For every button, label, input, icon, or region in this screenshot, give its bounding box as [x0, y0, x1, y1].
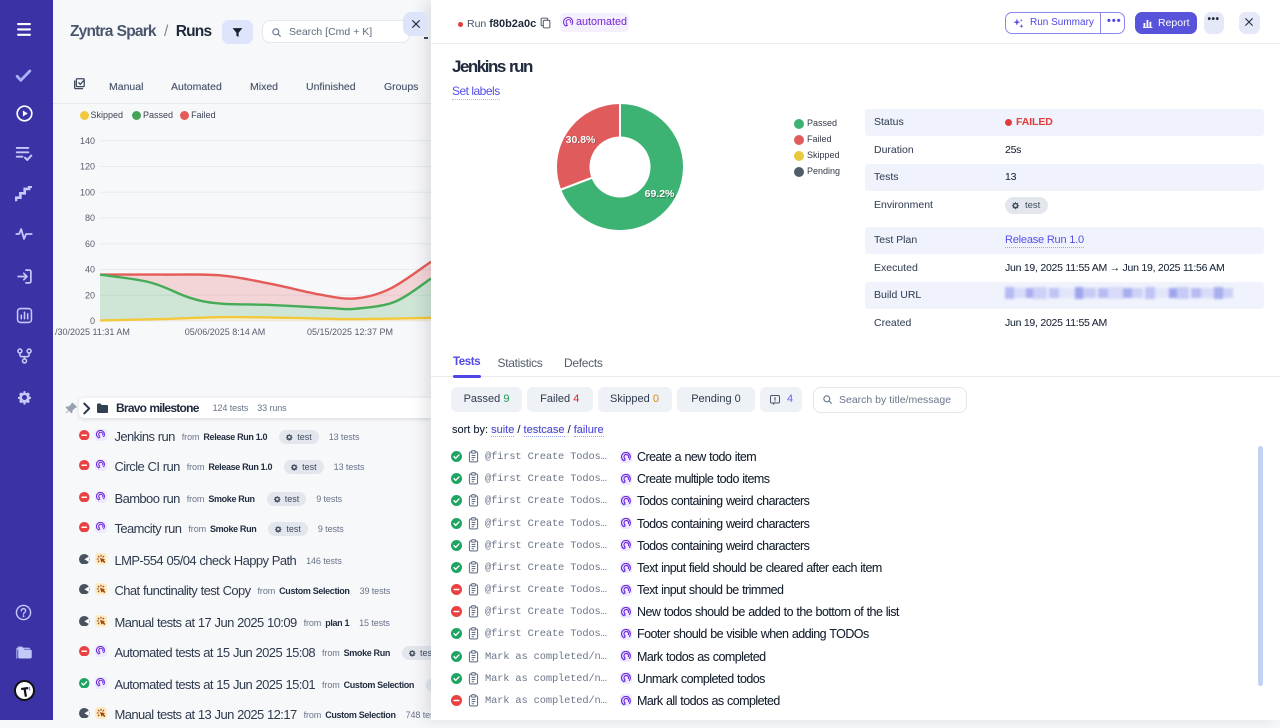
- svg-text:60: 60: [85, 239, 95, 249]
- svg-text:140: 140: [80, 136, 95, 146]
- svg-text:40: 40: [85, 265, 95, 275]
- svg-text:20: 20: [85, 290, 95, 300]
- svg-text:69.2%: 69.2%: [645, 189, 675, 201]
- svg-text:30.8%: 30.8%: [566, 133, 596, 145]
- svg-text:0: 0: [90, 316, 95, 326]
- svg-text:05/15/2025 12:37 PM: 05/15/2025 12:37 PM: [307, 327, 393, 337]
- svg-text:120: 120: [80, 162, 95, 172]
- svg-text:80: 80: [85, 213, 95, 223]
- svg-text:05/06/2025 8:14 AM: 05/06/2025 8:14 AM: [185, 327, 266, 337]
- svg-text:69.2%: 69.2%: [645, 188, 675, 200]
- svg-text:/30/2025 11:31 AM: /30/2025 11:31 AM: [55, 327, 130, 337]
- svg-text:100: 100: [80, 187, 95, 197]
- svg-text:30.8%: 30.8%: [566, 134, 596, 146]
